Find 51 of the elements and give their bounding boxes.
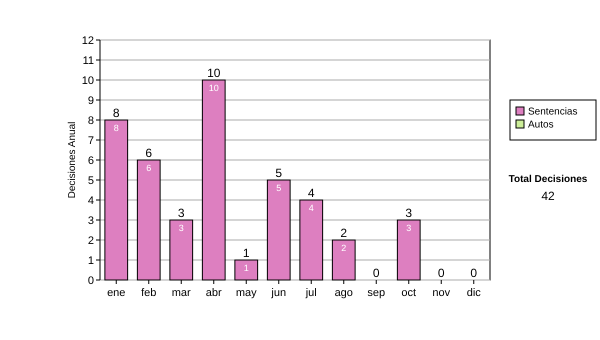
x-tick-label: mar xyxy=(172,287,192,299)
data-label: 1 xyxy=(244,263,249,273)
data-label: 6 xyxy=(146,163,152,173)
x-tick-label: oct xyxy=(401,287,416,299)
data-label: 3 xyxy=(178,223,184,233)
total-label: 2 xyxy=(340,226,348,240)
y-tick-label: 3 xyxy=(88,214,94,227)
data-label: 3 xyxy=(406,223,412,233)
total-label: 0 xyxy=(438,266,445,280)
legend-label: Sentencias xyxy=(528,106,578,118)
y-tick-label: 12 xyxy=(82,34,94,47)
data-label: 2 xyxy=(341,243,346,253)
y-tick-label: 5 xyxy=(88,174,94,187)
x-tick-label: jun xyxy=(270,287,286,299)
y-tick-label: 7 xyxy=(88,134,94,147)
y-tick-label: 2 xyxy=(88,234,94,247)
data-label: 5 xyxy=(276,183,282,193)
total-label: 1 xyxy=(242,246,250,260)
data-label: 4 xyxy=(308,203,314,213)
y-axis-title: Decisiones Anual xyxy=(67,122,78,198)
y-tick-label: 10 xyxy=(82,74,94,87)
legend-label: Autos xyxy=(528,120,554,130)
x-tick-label: ene xyxy=(107,287,126,299)
y-tick-label: 8 xyxy=(88,114,94,127)
data-label: 10 xyxy=(208,83,219,93)
text: 42 xyxy=(541,189,555,203)
total-label: 0 xyxy=(372,266,380,280)
y-tick-label: 0 xyxy=(88,274,94,287)
x-tick-label: dic xyxy=(466,287,482,299)
total-label: 0 xyxy=(470,266,478,280)
text: Total Decisiones xyxy=(508,174,588,185)
x-tick-label: may xyxy=(236,287,258,299)
y-tick-label: 4 xyxy=(88,194,94,207)
total-label: 4 xyxy=(308,186,315,200)
data-label: 8 xyxy=(114,123,119,133)
x-tick-label: sep xyxy=(367,287,386,299)
x-tick-label: feb xyxy=(141,287,156,299)
total-label: 8 xyxy=(112,106,120,120)
total-label: 6 xyxy=(145,146,152,160)
x-tick-label: ago xyxy=(334,287,353,299)
x-tick-label: abr xyxy=(206,287,222,299)
y-tick-label: 9 xyxy=(88,94,94,107)
x-tick-label: jul xyxy=(304,287,317,299)
x-tick-label: nov xyxy=(432,287,451,299)
y-tick-label: 6 xyxy=(88,154,94,167)
total-label: 5 xyxy=(275,166,282,180)
total-label: 10 xyxy=(207,66,221,80)
total-label: 3 xyxy=(405,206,412,220)
total-label: 3 xyxy=(178,206,185,220)
y-tick-label: 11 xyxy=(82,54,94,67)
y-tick-label: 1 xyxy=(88,254,94,267)
